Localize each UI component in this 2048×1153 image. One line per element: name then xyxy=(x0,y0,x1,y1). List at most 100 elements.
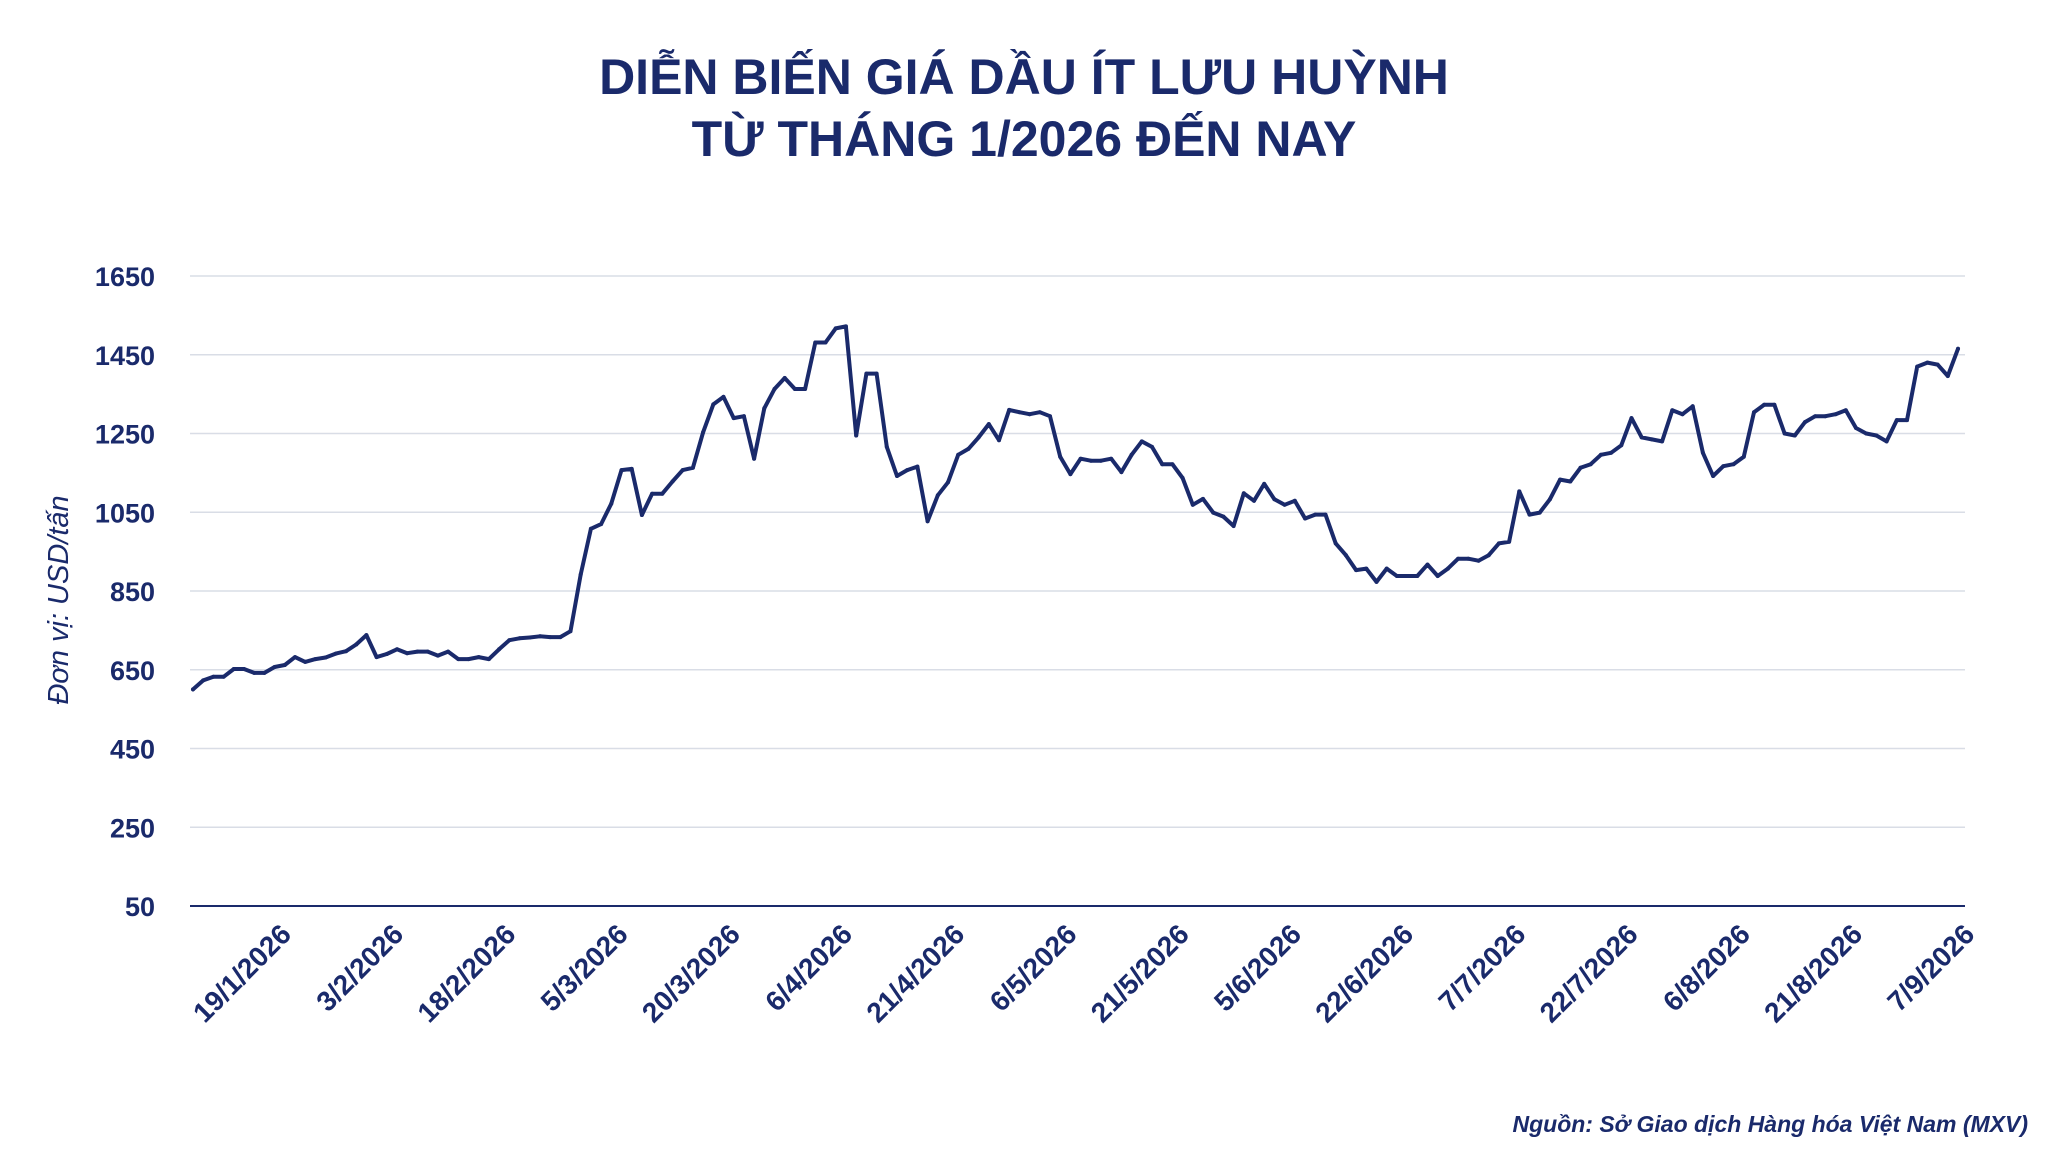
data-point xyxy=(956,452,961,457)
data-point xyxy=(1282,502,1287,507)
data-point xyxy=(905,468,910,473)
data-point xyxy=(670,479,675,484)
data-point xyxy=(1201,496,1205,501)
data-point xyxy=(884,444,889,449)
data-point xyxy=(1660,439,1665,444)
data-point xyxy=(282,663,287,667)
data-point xyxy=(1394,574,1399,578)
data-point xyxy=(1925,360,1930,365)
x-axis-ticks: 19/1/2026 3/2/2026 18/2/2026 5/3/2026 20/3/2… xyxy=(187,918,1980,1028)
data-point xyxy=(1537,510,1542,515)
data-point xyxy=(864,371,869,376)
data-point xyxy=(1323,512,1328,517)
data-point xyxy=(1588,462,1593,467)
x-tick-label: 22/6/2026 xyxy=(1309,918,1419,1028)
data-point xyxy=(1435,574,1440,578)
data-point xyxy=(782,376,787,380)
data-point xyxy=(578,572,583,577)
x-tick-label: 5/6/2026 xyxy=(1208,918,1307,1017)
data-point xyxy=(415,649,420,654)
x-tick-label: 18/2/2026 xyxy=(412,918,522,1028)
data-point xyxy=(1507,539,1512,544)
data-point xyxy=(772,387,777,391)
data-point xyxy=(1139,439,1144,444)
data-point xyxy=(211,674,216,679)
x-tick-label: 6/8/2026 xyxy=(1657,918,1756,1017)
data-point xyxy=(762,406,767,411)
data-point xyxy=(201,678,206,683)
y-axis-ticks: 1650 1450 1250 1050 850 650 450 250 50 xyxy=(95,262,155,922)
data-point xyxy=(1813,414,1818,419)
data-point xyxy=(1150,444,1154,449)
data-point xyxy=(456,657,461,662)
data-point xyxy=(486,657,491,662)
data-point xyxy=(1680,412,1685,417)
data-point xyxy=(629,466,634,471)
data-point xyxy=(1129,452,1134,457)
data-point xyxy=(680,468,685,473)
data-points xyxy=(191,324,1960,692)
data-point xyxy=(1772,402,1777,407)
data-point xyxy=(231,667,236,671)
data-point xyxy=(1211,510,1216,515)
data-point xyxy=(1833,412,1838,417)
data-point xyxy=(1547,497,1552,502)
data-point xyxy=(272,665,277,669)
data-point xyxy=(1027,412,1032,417)
data-point xyxy=(446,649,451,654)
data-point xyxy=(191,687,195,692)
data-point xyxy=(1180,476,1185,480)
data-point xyxy=(1854,426,1858,430)
data-point xyxy=(1496,541,1501,546)
data-point xyxy=(792,387,797,391)
data-point xyxy=(874,371,879,376)
series-line-price xyxy=(191,324,1960,692)
data-point xyxy=(1731,462,1736,467)
chart-title: DIỄN BIẾN GIÁ DẦU ÍT LƯU HUỲNH xyxy=(599,49,1449,105)
data-point xyxy=(1241,491,1246,496)
chart-subtitle: TỪ THÁNG 1/2026 ĐẾN NAY xyxy=(692,111,1357,167)
data-point xyxy=(1864,431,1869,436)
data-point xyxy=(384,652,389,656)
data-point xyxy=(721,394,726,399)
data-point xyxy=(1782,431,1787,436)
data-point xyxy=(1333,541,1338,546)
x-tick-label: 7/7/2026 xyxy=(1433,918,1532,1017)
source-note: Nguồn: Sở Giao dịch Hàng hóa Việt Nam (M… xyxy=(1512,1111,2028,1137)
data-point xyxy=(1752,410,1756,415)
data-point xyxy=(1935,362,1940,367)
data-point xyxy=(925,519,930,524)
data-point xyxy=(1078,456,1083,461)
data-point xyxy=(517,636,522,641)
y-tick-label: 250 xyxy=(110,813,155,843)
data-point xyxy=(915,464,920,469)
data-point xyxy=(1343,553,1348,558)
data-point xyxy=(1456,556,1461,561)
data-point xyxy=(833,326,838,331)
data-point xyxy=(323,655,328,660)
data-point xyxy=(1619,443,1624,448)
data-point xyxy=(823,340,828,345)
data-point xyxy=(548,635,553,640)
data-point xyxy=(1037,410,1042,415)
data-point xyxy=(1445,566,1450,571)
data-point xyxy=(588,526,593,531)
data-point xyxy=(1517,489,1522,494)
data-point xyxy=(1945,374,1950,378)
y-axis-label: Đơn vị: USD/tấn xyxy=(43,495,75,704)
data-point xyxy=(313,657,318,662)
data-point xyxy=(395,647,399,652)
data-point xyxy=(935,493,940,498)
data-point xyxy=(1884,439,1889,444)
data-point xyxy=(1915,364,1920,369)
y-tick-label: 450 xyxy=(110,735,155,765)
data-point xyxy=(650,491,655,496)
data-point xyxy=(1190,502,1195,507)
data-point xyxy=(609,501,614,506)
data-point xyxy=(854,433,859,438)
data-point xyxy=(1119,470,1124,475)
data-point xyxy=(1058,454,1063,459)
data-point xyxy=(1905,418,1909,423)
data-point xyxy=(1231,524,1236,528)
